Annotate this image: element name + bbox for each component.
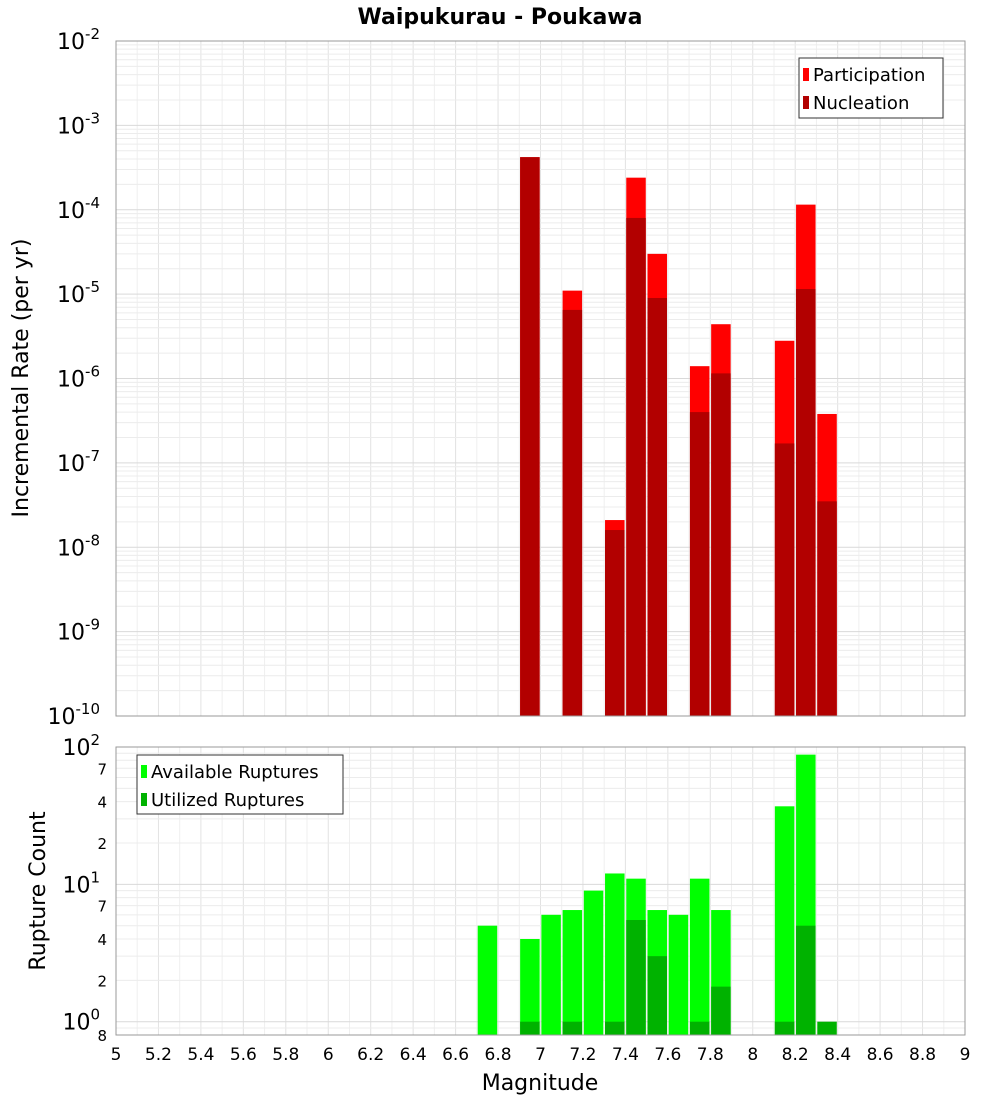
x-tick-label: 7 bbox=[535, 1045, 546, 1065]
bottom-bar-primary bbox=[477, 925, 498, 1035]
top-y-tick-label: 10-9 bbox=[57, 616, 100, 646]
bottom-y-tick-label: 2 bbox=[97, 972, 107, 990]
bottom-bar-primary bbox=[689, 878, 710, 1035]
x-tick-label: 8 bbox=[747, 1045, 758, 1065]
bottom-bar-secondary bbox=[774, 1021, 795, 1035]
top-bar-secondary bbox=[774, 443, 795, 716]
x-tick-label: 5.6 bbox=[230, 1045, 257, 1065]
top-legend-label: Nucleation bbox=[813, 93, 909, 114]
bottom-legend-swatch bbox=[141, 793, 147, 806]
bottom-bar-primary bbox=[668, 914, 689, 1035]
bottom-bar-primary bbox=[774, 806, 795, 1035]
chart-title: Waipukurau - Poukawa bbox=[358, 5, 643, 30]
x-tick-label: 7.6 bbox=[654, 1045, 681, 1065]
x-tick-label: 7.4 bbox=[612, 1045, 639, 1065]
x-tick-label: 8.2 bbox=[782, 1045, 809, 1065]
x-tick-label: 5.4 bbox=[187, 1045, 214, 1065]
bottom-bar-primary bbox=[541, 914, 561, 1035]
top-y-tick-label: 10-8 bbox=[57, 531, 100, 561]
top-legend-box bbox=[798, 57, 944, 119]
bottom-bar-secondary bbox=[626, 920, 646, 1035]
bottom-bar-secondary bbox=[647, 956, 667, 1035]
top-y-tick-label: 10-6 bbox=[57, 363, 100, 393]
x-tick-label: 8.6 bbox=[867, 1045, 894, 1065]
x-tick-label: 9 bbox=[960, 1045, 971, 1065]
top-legend-swatch bbox=[803, 68, 809, 81]
bottom-y-tick-label: 2 bbox=[97, 835, 107, 853]
bottom-bar-secondary bbox=[711, 986, 731, 1035]
top-y-tick-label: 10-5 bbox=[57, 278, 100, 308]
bottom-y-tick-label: 7 bbox=[97, 898, 107, 916]
x-tick-label: 5.8 bbox=[272, 1045, 299, 1065]
bottom-y-tick-label: 101 bbox=[62, 868, 100, 898]
bottom-bar-secondary bbox=[796, 925, 816, 1035]
bottom-legend-box bbox=[136, 754, 344, 815]
top-bar-secondary bbox=[626, 217, 646, 716]
top-y-tick-label: 10-2 bbox=[57, 25, 100, 55]
bottom-y-axis-label: Rupture Count bbox=[26, 811, 51, 971]
bottom-bar-secondary bbox=[605, 1021, 625, 1035]
top-bar-secondary bbox=[689, 412, 710, 716]
bottom-y-tick-label: 100 bbox=[62, 1006, 100, 1036]
x-tick-label: 6 bbox=[323, 1045, 334, 1065]
x-tick-label: 5.2 bbox=[145, 1045, 172, 1065]
top-bar-secondary bbox=[817, 501, 837, 716]
bottom-bar-secondary bbox=[817, 1021, 837, 1035]
top-y-tick-label: 10-3 bbox=[57, 109, 100, 139]
bottom-bar-secondary bbox=[520, 1021, 540, 1035]
top-y-tick-label: 10-4 bbox=[57, 194, 100, 224]
bottom-y-tick-label: 8 bbox=[97, 1027, 107, 1045]
x-tick-label: 6.8 bbox=[485, 1045, 512, 1065]
x-tick-label: 8.8 bbox=[909, 1045, 936, 1065]
bottom-bar-primary bbox=[583, 890, 604, 1035]
bottom-bar-secondary bbox=[562, 1021, 583, 1035]
top-bar-secondary bbox=[520, 157, 540, 717]
bottom-legend-label: Available Ruptures bbox=[151, 762, 319, 783]
bottom-bar-primary bbox=[520, 939, 540, 1035]
bottom-legend-swatch bbox=[141, 765, 147, 778]
top-legend-swatch bbox=[803, 96, 809, 109]
top-plot-frame bbox=[115, 40, 966, 717]
top-bar-secondary bbox=[647, 297, 667, 716]
bottom-bar-primary bbox=[562, 910, 583, 1035]
x-tick-label: 7.8 bbox=[697, 1045, 724, 1065]
top-bar-secondary bbox=[796, 289, 816, 716]
top-legend-label: Participation bbox=[813, 65, 925, 86]
x-tick-label: 5 bbox=[111, 1045, 122, 1065]
top-y-tick-label: 10-10 bbox=[48, 700, 101, 730]
bottom-bar-primary bbox=[605, 873, 625, 1035]
bottom-y-tick-label: 102 bbox=[62, 731, 100, 761]
bottom-y-tick-label: 7 bbox=[97, 760, 107, 778]
top-y-axis-label: Incremental Rate (per yr) bbox=[9, 239, 34, 518]
x-tick-label: 6.4 bbox=[400, 1045, 427, 1065]
x-axis-label: Magnitude bbox=[482, 1071, 599, 1096]
bottom-plot-frame bbox=[115, 746, 966, 1036]
top-bar-secondary bbox=[711, 373, 731, 716]
x-tick-label: 7.2 bbox=[569, 1045, 596, 1065]
x-tick-label: 6.6 bbox=[442, 1045, 469, 1065]
top-bar-secondary bbox=[605, 530, 625, 716]
x-tick-label: 8.4 bbox=[824, 1045, 851, 1065]
bottom-legend-label: Utilized Ruptures bbox=[151, 790, 304, 811]
bottom-y-tick-label: 4 bbox=[97, 794, 107, 812]
bottom-bar-secondary bbox=[689, 1021, 710, 1035]
top-y-tick-label: 10-7 bbox=[57, 447, 100, 477]
x-tick-label: 6.2 bbox=[357, 1045, 384, 1065]
bottom-y-tick-label: 4 bbox=[97, 931, 107, 949]
top-bar-secondary bbox=[562, 309, 583, 716]
